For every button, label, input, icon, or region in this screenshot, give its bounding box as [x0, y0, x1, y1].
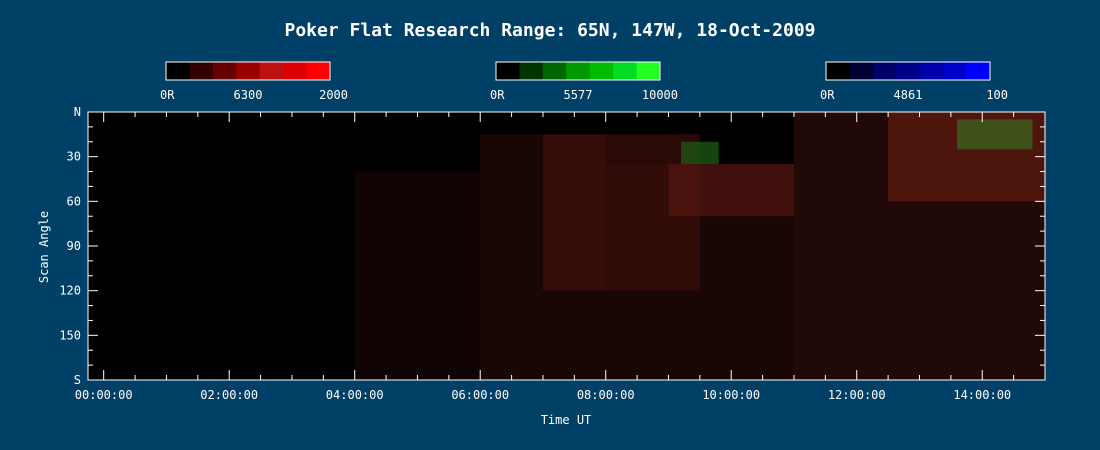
- colorbar-4861-name-label: 4861: [894, 88, 923, 102]
- x-tick-label: 12:00:00: [828, 388, 886, 402]
- colorbar-6300-swatch: [189, 62, 214, 80]
- colorbar-5577-swatch: [589, 62, 614, 80]
- emission-region-0: [354, 171, 481, 380]
- colorbar-4861-min-label: 0R: [820, 88, 835, 102]
- colorbar-4861-swatch: [943, 62, 968, 80]
- x-tick-label: 10:00:00: [702, 388, 760, 402]
- colorbar-5577-min-label: 0R: [490, 88, 505, 102]
- x-tick-label: 02:00:00: [200, 388, 258, 402]
- emission-region-8: [957, 119, 1033, 150]
- x-tick-label: 14:00:00: [953, 388, 1011, 402]
- x-tick-label: 04:00:00: [326, 388, 384, 402]
- colorbar-5577-frame: [495, 61, 661, 81]
- colorbar-6300-min-label: 0R: [160, 88, 175, 102]
- y-axis: N 30 60 90 120 150 S: [59, 105, 1045, 387]
- y-tick-label: N: [74, 105, 81, 119]
- emission-region-4: [668, 164, 794, 217]
- colorbar-6300-swatch: [283, 62, 308, 80]
- colorbar-4861-swatch: [896, 62, 921, 80]
- colorbar-4861-swatch: [966, 62, 991, 80]
- colorbar-5577-swatch: [566, 62, 591, 80]
- colorbar-6300-swatch: [306, 62, 331, 80]
- colorbar-5577-swatch: [542, 62, 567, 80]
- emission-region-7: [681, 141, 719, 165]
- colorbar-group: 0R 6300 2000 0R 5577 10000 0R 4861 100: [160, 61, 1008, 102]
- colorbar-5577-name-label: 5577: [564, 88, 593, 102]
- colorbar-5577-swatch: [519, 62, 544, 80]
- x-axis: 00:00:00 02:00:00 04:00:00 06:00:00 08:00:00…: [75, 112, 1046, 402]
- colorbar-4861-frame: [825, 61, 991, 81]
- colorbar-6300-max-label: 2000: [319, 88, 348, 102]
- colorbar-6300-swatch: [236, 62, 261, 80]
- x-tick-label: 08:00:00: [577, 388, 635, 402]
- colorbar-6300-swatch: [259, 62, 284, 80]
- colorbar-5577-swatch: [636, 62, 661, 80]
- colorbar-4861-max-label: 100: [986, 88, 1008, 102]
- y-tick-label: 150: [59, 328, 81, 342]
- emission-regions: [354, 112, 1045, 380]
- y-axis-label: Scan Angle: [37, 211, 51, 283]
- y-tick-label: 30: [67, 150, 81, 164]
- colorbar-4861-swatch: [849, 62, 874, 80]
- colorbar-4861-swatch: [919, 62, 944, 80]
- colorbar-5577-max-label: 10000: [642, 88, 678, 102]
- colorbar-5577-swatch: [496, 62, 520, 80]
- chart-title: Poker Flat Research Range: 65N, 147W, 18…: [284, 20, 815, 41]
- y-tick-label: 60: [67, 194, 81, 208]
- colorbar-6300-swatch: [212, 62, 237, 80]
- x-axis-label: Time UT: [541, 413, 592, 427]
- colorbar-4861-swatch: [872, 62, 897, 80]
- colorbar-6300-frame: [165, 61, 331, 81]
- x-tick-label: 06:00:00: [451, 388, 509, 402]
- colorbar-6300-swatch: [166, 62, 190, 80]
- y-tick-label: S: [74, 373, 81, 387]
- y-tick-label: 90: [67, 239, 81, 253]
- x-tick-label: 00:00:00: [75, 388, 133, 402]
- colorbar-4861-swatch: [826, 62, 850, 80]
- y-tick-label: 120: [59, 284, 81, 298]
- colorbar-5577-swatch: [613, 62, 638, 80]
- colorbar-6300-name-label: 6300: [234, 88, 263, 102]
